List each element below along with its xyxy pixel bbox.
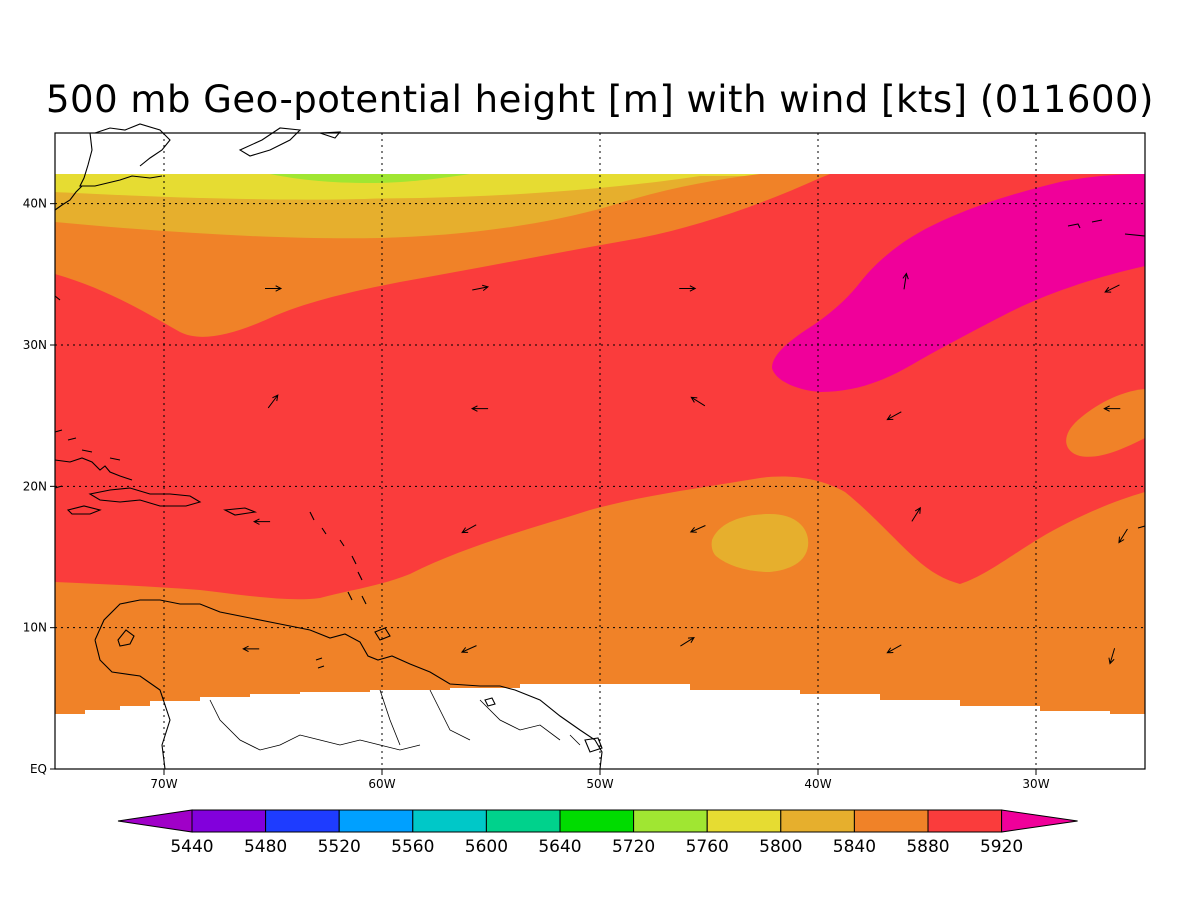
coast-trinidad: [374, 627, 391, 641]
lon-tick-label: 70W: [150, 777, 177, 791]
contour-gold-blob: [711, 514, 809, 572]
coast-lake-maracaibo: [117, 629, 135, 647]
wind-arrow: [911, 506, 921, 522]
lon-tick-labels: 70W 60W 50W 40W 30W: [150, 769, 1050, 791]
wind-arrow: [242, 645, 260, 653]
lat-tick-label: 30N: [23, 338, 47, 352]
contour-magenta: [772, 174, 1145, 392]
contour-yellow-west: [55, 174, 590, 200]
chart-title: 500 mb Geo-potential height [m] with win…: [46, 78, 1154, 121]
wind-arrow: [472, 284, 490, 292]
colorbar-segment: [780, 809, 855, 833]
wind-arrow: [680, 636, 695, 647]
wind-arrow: [886, 644, 902, 654]
wind-arrow: [1103, 405, 1121, 412]
coast-venezuela-islands: [315, 657, 325, 669]
wind-arrow: [690, 396, 706, 407]
wind-arrow: [461, 524, 477, 534]
coast-cuba: [54, 457, 133, 481]
wind-arrow: [265, 285, 283, 292]
lat-tick-label: 20N: [23, 479, 47, 493]
wind-arrow: [689, 525, 706, 533]
coast-lesser-antilles: [309, 511, 367, 605]
coastlines: [54, 123, 1146, 770]
wind-vectors: [242, 272, 1128, 665]
wind-arrow: [460, 645, 477, 653]
coast-north-america: [54, 123, 342, 211]
colorbar-segment: [485, 809, 561, 833]
contour-orange-east: [1066, 389, 1145, 457]
coast-puerto-rico: [223, 507, 258, 516]
colorbar-label: 5440: [170, 837, 213, 857]
colorbar-label: 5560: [391, 837, 434, 857]
colorbar-segment: [927, 809, 1003, 833]
colorbar-segment: [853, 809, 929, 833]
lat-tick-label: 10N: [23, 621, 47, 635]
colorbar-segment: [412, 809, 487, 833]
lat-tick-label: EQ: [30, 762, 47, 776]
coast-marajo: [584, 737, 603, 753]
contour-green: [270, 174, 470, 183]
colorbar-label: 5920: [980, 837, 1023, 857]
colorbar-segment: [338, 809, 414, 833]
colorbar-label: 5520: [318, 837, 361, 857]
colorbar-label: 5600: [465, 837, 508, 857]
coast-south-america: [94, 599, 603, 770]
colorbar-segment: [706, 809, 782, 833]
lon-tick-label: 30W: [1022, 777, 1049, 791]
wind-arrow: [470, 405, 489, 412]
coast-interior-borders: [209, 689, 581, 751]
colorbar: 5440 5480 5520 5560 5600 5640 5720 5760 5800 5840…: [117, 809, 1078, 857]
lon-tick-label: 40W: [804, 777, 831, 791]
colorbar-segment: [265, 809, 340, 833]
lon-tick-label: 60W: [368, 777, 395, 791]
lon-tick-label: 50W: [586, 777, 613, 791]
colorbar-label: 5640: [538, 837, 581, 857]
colorbar-label: 5480: [244, 837, 287, 857]
lat-tick-label: 40N: [23, 197, 47, 211]
lat-tick-labels: EQ 10N 20N 30N 40N: [23, 197, 55, 776]
wind-arrow: [679, 285, 697, 292]
wind-arrow: [252, 518, 271, 525]
colorbar-label: 5800: [759, 837, 802, 857]
coast-small-islands-east: [54, 219, 1146, 529]
grid-lines: [55, 133, 1145, 769]
colorbar-arrow-left: [117, 809, 193, 833]
coast-hispaniola: [88, 487, 202, 507]
coast-bahamas: [54, 429, 121, 461]
colorbar-arrow-right: [1001, 809, 1078, 833]
colorbar-segment: [191, 809, 267, 833]
colorbar-segment: [633, 809, 708, 833]
wind-arrow: [886, 411, 902, 421]
wind-arrow: [902, 272, 909, 290]
colorbar-label: 5840: [833, 837, 876, 857]
colorbar-segment: [559, 809, 635, 833]
colorbar-label: 5880: [906, 837, 949, 857]
wind-arrow: [1108, 648, 1116, 665]
wind-arrow: [1118, 528, 1128, 544]
colorbar-label: 5720: [612, 837, 655, 857]
colorbar-label: 5760: [686, 837, 729, 857]
wind-arrow: [1104, 284, 1120, 293]
coast-guyana-lake: [484, 697, 496, 707]
coast-jamaica: [66, 505, 102, 515]
wind-arrow: [267, 394, 279, 409]
